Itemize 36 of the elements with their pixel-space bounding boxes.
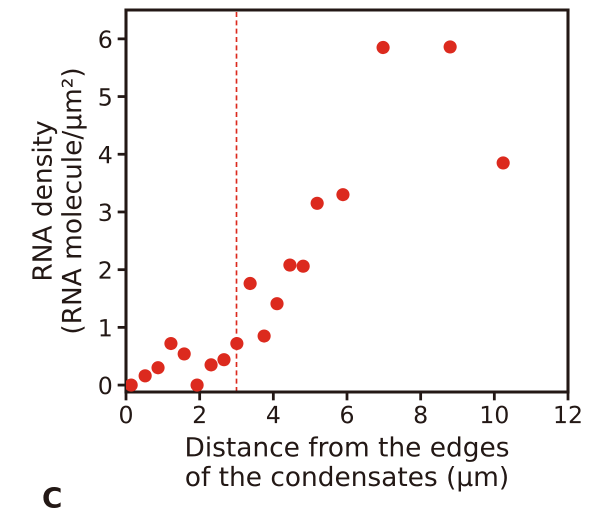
point <box>190 378 204 392</box>
point <box>164 336 178 350</box>
point <box>126 378 138 392</box>
y-tick-label: 3 <box>100 203 111 222</box>
point <box>270 297 284 310</box>
point <box>310 196 324 210</box>
point <box>178 347 191 361</box>
y-tick-label: 1 <box>100 319 111 336</box>
point <box>258 329 271 343</box>
x-tick-label: 12 <box>556 406 581 424</box>
y-tick-label: 0 <box>99 376 112 394</box>
x-tick-label: 4 <box>266 406 280 424</box>
point <box>283 258 296 272</box>
y-tick-label: 2 <box>100 261 110 279</box>
x-tick-label: 2 <box>194 406 205 424</box>
point <box>336 188 350 202</box>
x-tick-label: 10 <box>482 406 508 424</box>
y-tick-label: 6 <box>99 30 112 48</box>
y-tick-label: 5 <box>100 88 111 106</box>
y-tick-label: 4 <box>98 146 112 164</box>
point <box>296 260 310 273</box>
point <box>244 276 257 290</box>
point <box>151 361 165 374</box>
point <box>376 40 390 54</box>
point <box>217 353 231 366</box>
point <box>230 336 244 350</box>
point <box>496 156 510 170</box>
x-tick-label: 8 <box>414 406 427 424</box>
x-tick-label: 6 <box>341 406 354 424</box>
point <box>138 369 152 382</box>
point <box>444 40 457 54</box>
y-axis-title: RNA density (RNA molecule/μm²) <box>32 70 87 332</box>
point <box>204 358 218 372</box>
x-tick-label: 0 <box>120 406 132 424</box>
x-axis-title: Distance from the edges of the condensates (μm) <box>186 436 508 492</box>
text: C <box>43 487 61 508</box>
